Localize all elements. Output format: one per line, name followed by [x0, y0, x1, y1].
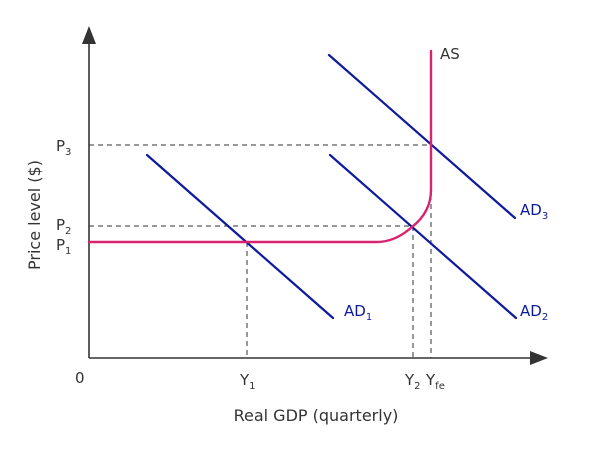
- y-axis-title: Price level ($): [25, 160, 44, 270]
- p2-label: P2: [56, 216, 71, 237]
- ad1-label: AD1: [344, 302, 372, 323]
- origin-label: 0: [75, 369, 85, 387]
- y2-label: Y2: [404, 371, 421, 392]
- as-label: AS: [440, 45, 460, 63]
- ad2-curve: [328, 153, 518, 320]
- ad2-label: AD2: [520, 302, 548, 323]
- p3-label: P3: [56, 137, 71, 158]
- as-curve: [87, 49, 433, 244]
- y1-label: Y1: [239, 371, 256, 392]
- ad-curves: [145, 53, 518, 320]
- axes: [88, 40, 534, 359]
- y-axis-arrowhead: [82, 26, 96, 44]
- p1-label: P1: [56, 236, 71, 257]
- ad3-curve: [327, 53, 517, 220]
- ad1-curve: [145, 153, 335, 320]
- x-axis-title: Real GDP (quarterly): [234, 406, 399, 425]
- ad3-label: AD3: [520, 201, 548, 222]
- x-axis-arrowhead: [530, 351, 548, 365]
- yfe-label: Yfe: [425, 371, 445, 392]
- guide-lines: [89, 144, 432, 358]
